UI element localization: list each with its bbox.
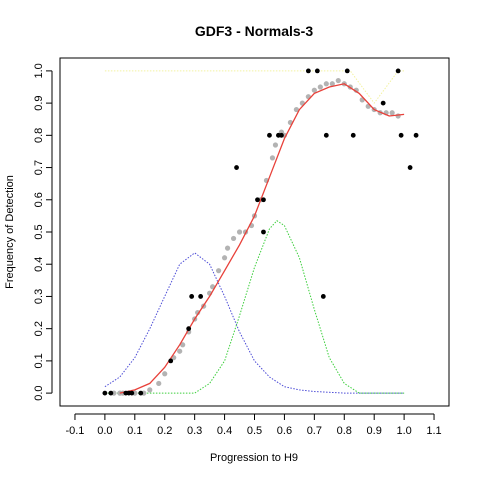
black-point xyxy=(267,132,272,138)
black-point xyxy=(350,132,356,138)
gray-point xyxy=(395,113,401,119)
x-tick-label: 0.1 xyxy=(127,425,142,437)
black-point xyxy=(108,390,114,396)
black-point xyxy=(189,294,195,299)
black-point xyxy=(129,390,135,396)
gray-point xyxy=(215,268,222,274)
y-tick-label: 0.0 xyxy=(33,385,45,400)
y-tick-label: 0.2 xyxy=(33,321,45,336)
y-tick-label: 0.1 xyxy=(33,353,45,368)
x-tick-label: 0.3 xyxy=(187,425,202,437)
plot-area xyxy=(102,68,419,396)
y-tick-label: 0.4 xyxy=(33,257,45,272)
smooth-fit-curve xyxy=(119,83,405,394)
black-point xyxy=(344,68,350,74)
x-tick-label: 0.9 xyxy=(367,425,382,437)
x-tick-label: 0.4 xyxy=(217,425,232,437)
y-tick-label: 1.0 xyxy=(33,63,45,78)
black-point xyxy=(255,197,260,203)
gray-point xyxy=(293,106,299,113)
y-axis-label: Frequency of Detection xyxy=(4,175,16,289)
blue-density-curve xyxy=(104,252,405,394)
gray-point xyxy=(272,142,279,148)
black-point xyxy=(198,294,204,299)
x-tick-label: 0.5 xyxy=(247,425,262,437)
gray-point xyxy=(162,371,168,377)
gray-point xyxy=(335,77,341,84)
y-tick-label: 0.8 xyxy=(33,128,45,143)
x-axis-label: Progression to H9 xyxy=(210,452,298,464)
gray-point xyxy=(329,81,335,87)
green-density-curve xyxy=(104,220,405,394)
black-point xyxy=(314,68,320,74)
black-point xyxy=(395,68,401,74)
black-point xyxy=(102,390,108,396)
black-point xyxy=(323,132,329,138)
black-point xyxy=(261,229,266,235)
gray-point xyxy=(353,87,359,93)
gray-point xyxy=(230,235,237,242)
y-tick-label: 0.6 xyxy=(33,192,45,207)
chart-title: GDF3 - Normals-3 xyxy=(195,23,313,39)
x-tick-label: 0.7 xyxy=(307,425,322,437)
black-point xyxy=(186,326,192,332)
gray-point xyxy=(156,380,162,387)
y-tick-label: 0.3 xyxy=(33,289,45,304)
y-tick-label: 0.9 xyxy=(33,95,45,110)
plot-frame xyxy=(59,57,450,407)
black-point xyxy=(261,197,266,203)
gray-point xyxy=(317,84,323,90)
gray-point xyxy=(389,110,395,116)
gray-point xyxy=(224,245,231,251)
x-axis: -0.1 0.0 0.1 0.2 0.3 0.4 0.5 0.6 0.7 0.8 0.9 1.0 1.1 xyxy=(65,413,442,437)
black-point xyxy=(279,132,284,138)
y-tick-label: 0.5 xyxy=(33,224,45,239)
x-tick-label: 1.1 xyxy=(426,425,441,437)
gray-point xyxy=(195,309,201,316)
gray-point xyxy=(177,348,183,354)
gray-point xyxy=(323,81,329,87)
black-point xyxy=(407,165,413,170)
black-point xyxy=(305,68,311,74)
yellow-reference-line xyxy=(104,70,405,104)
gray-point xyxy=(221,255,228,261)
gray-point xyxy=(147,387,153,393)
x-tick-label: 0.6 xyxy=(277,425,292,437)
x-tick-label: 0.0 xyxy=(97,425,112,437)
black-point xyxy=(320,294,326,299)
x-tick-label: 0.2 xyxy=(157,425,172,437)
gray-point xyxy=(269,155,276,161)
black-point xyxy=(398,132,404,138)
gray-point xyxy=(236,229,243,235)
x-tick-label: 0.8 xyxy=(337,425,352,437)
black-point xyxy=(234,165,239,170)
black-point xyxy=(380,100,386,106)
black-point xyxy=(413,132,419,138)
gray-point xyxy=(311,87,317,93)
y-axis: 0.0 0.1 0.2 0.3 0.4 0.5 0.6 0.7 0.8 0.9 1.0 xyxy=(33,63,53,401)
gray-point xyxy=(180,342,186,348)
x-tick-label: 1.0 xyxy=(396,425,411,437)
black-point xyxy=(168,358,174,364)
x-tick-label: -0.1 xyxy=(65,425,84,437)
black-point xyxy=(138,390,144,396)
y-tick-label: 0.7 xyxy=(33,160,45,175)
